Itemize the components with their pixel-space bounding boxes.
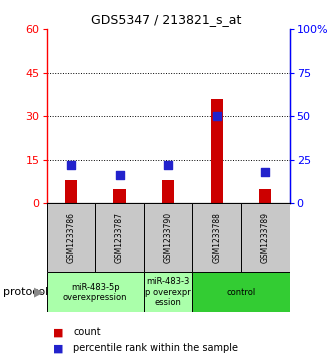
Text: percentile rank within the sample: percentile rank within the sample [73,343,238,354]
Bar [162,180,174,203]
Point [166,162,171,168]
Point [214,113,219,119]
Bar [192,272,290,312]
Bar [144,272,192,312]
Bar [47,203,95,272]
Text: GDS5347 / 213821_s_at: GDS5347 / 213821_s_at [91,13,242,26]
Point [68,162,74,168]
Bar [259,189,271,203]
Bar [65,180,77,203]
Bar [211,99,223,203]
Bar [47,272,144,312]
Text: GSM1233788: GSM1233788 [212,212,221,263]
Bar [241,203,290,272]
Text: miR-483-5p
overexpression: miR-483-5p overexpression [63,282,128,302]
Text: miR-483-3
p overexpr
ession: miR-483-3 p overexpr ession [145,277,191,307]
Point [263,169,268,175]
Point [117,172,122,178]
Text: protocol: protocol [3,287,49,297]
Text: control: control [226,288,256,297]
Text: GSM1233789: GSM1233789 [261,212,270,263]
Bar [144,203,192,272]
Text: GSM1233790: GSM1233790 [164,212,173,263]
Bar [192,203,241,272]
Text: ▶: ▶ [34,286,43,299]
Text: count: count [73,327,101,337]
Text: GSM1233787: GSM1233787 [115,212,124,263]
Text: GSM1233786: GSM1233786 [66,212,76,263]
Text: ■: ■ [53,343,64,354]
Text: ■: ■ [53,327,64,337]
Bar [114,189,126,203]
Bar [95,203,144,272]
